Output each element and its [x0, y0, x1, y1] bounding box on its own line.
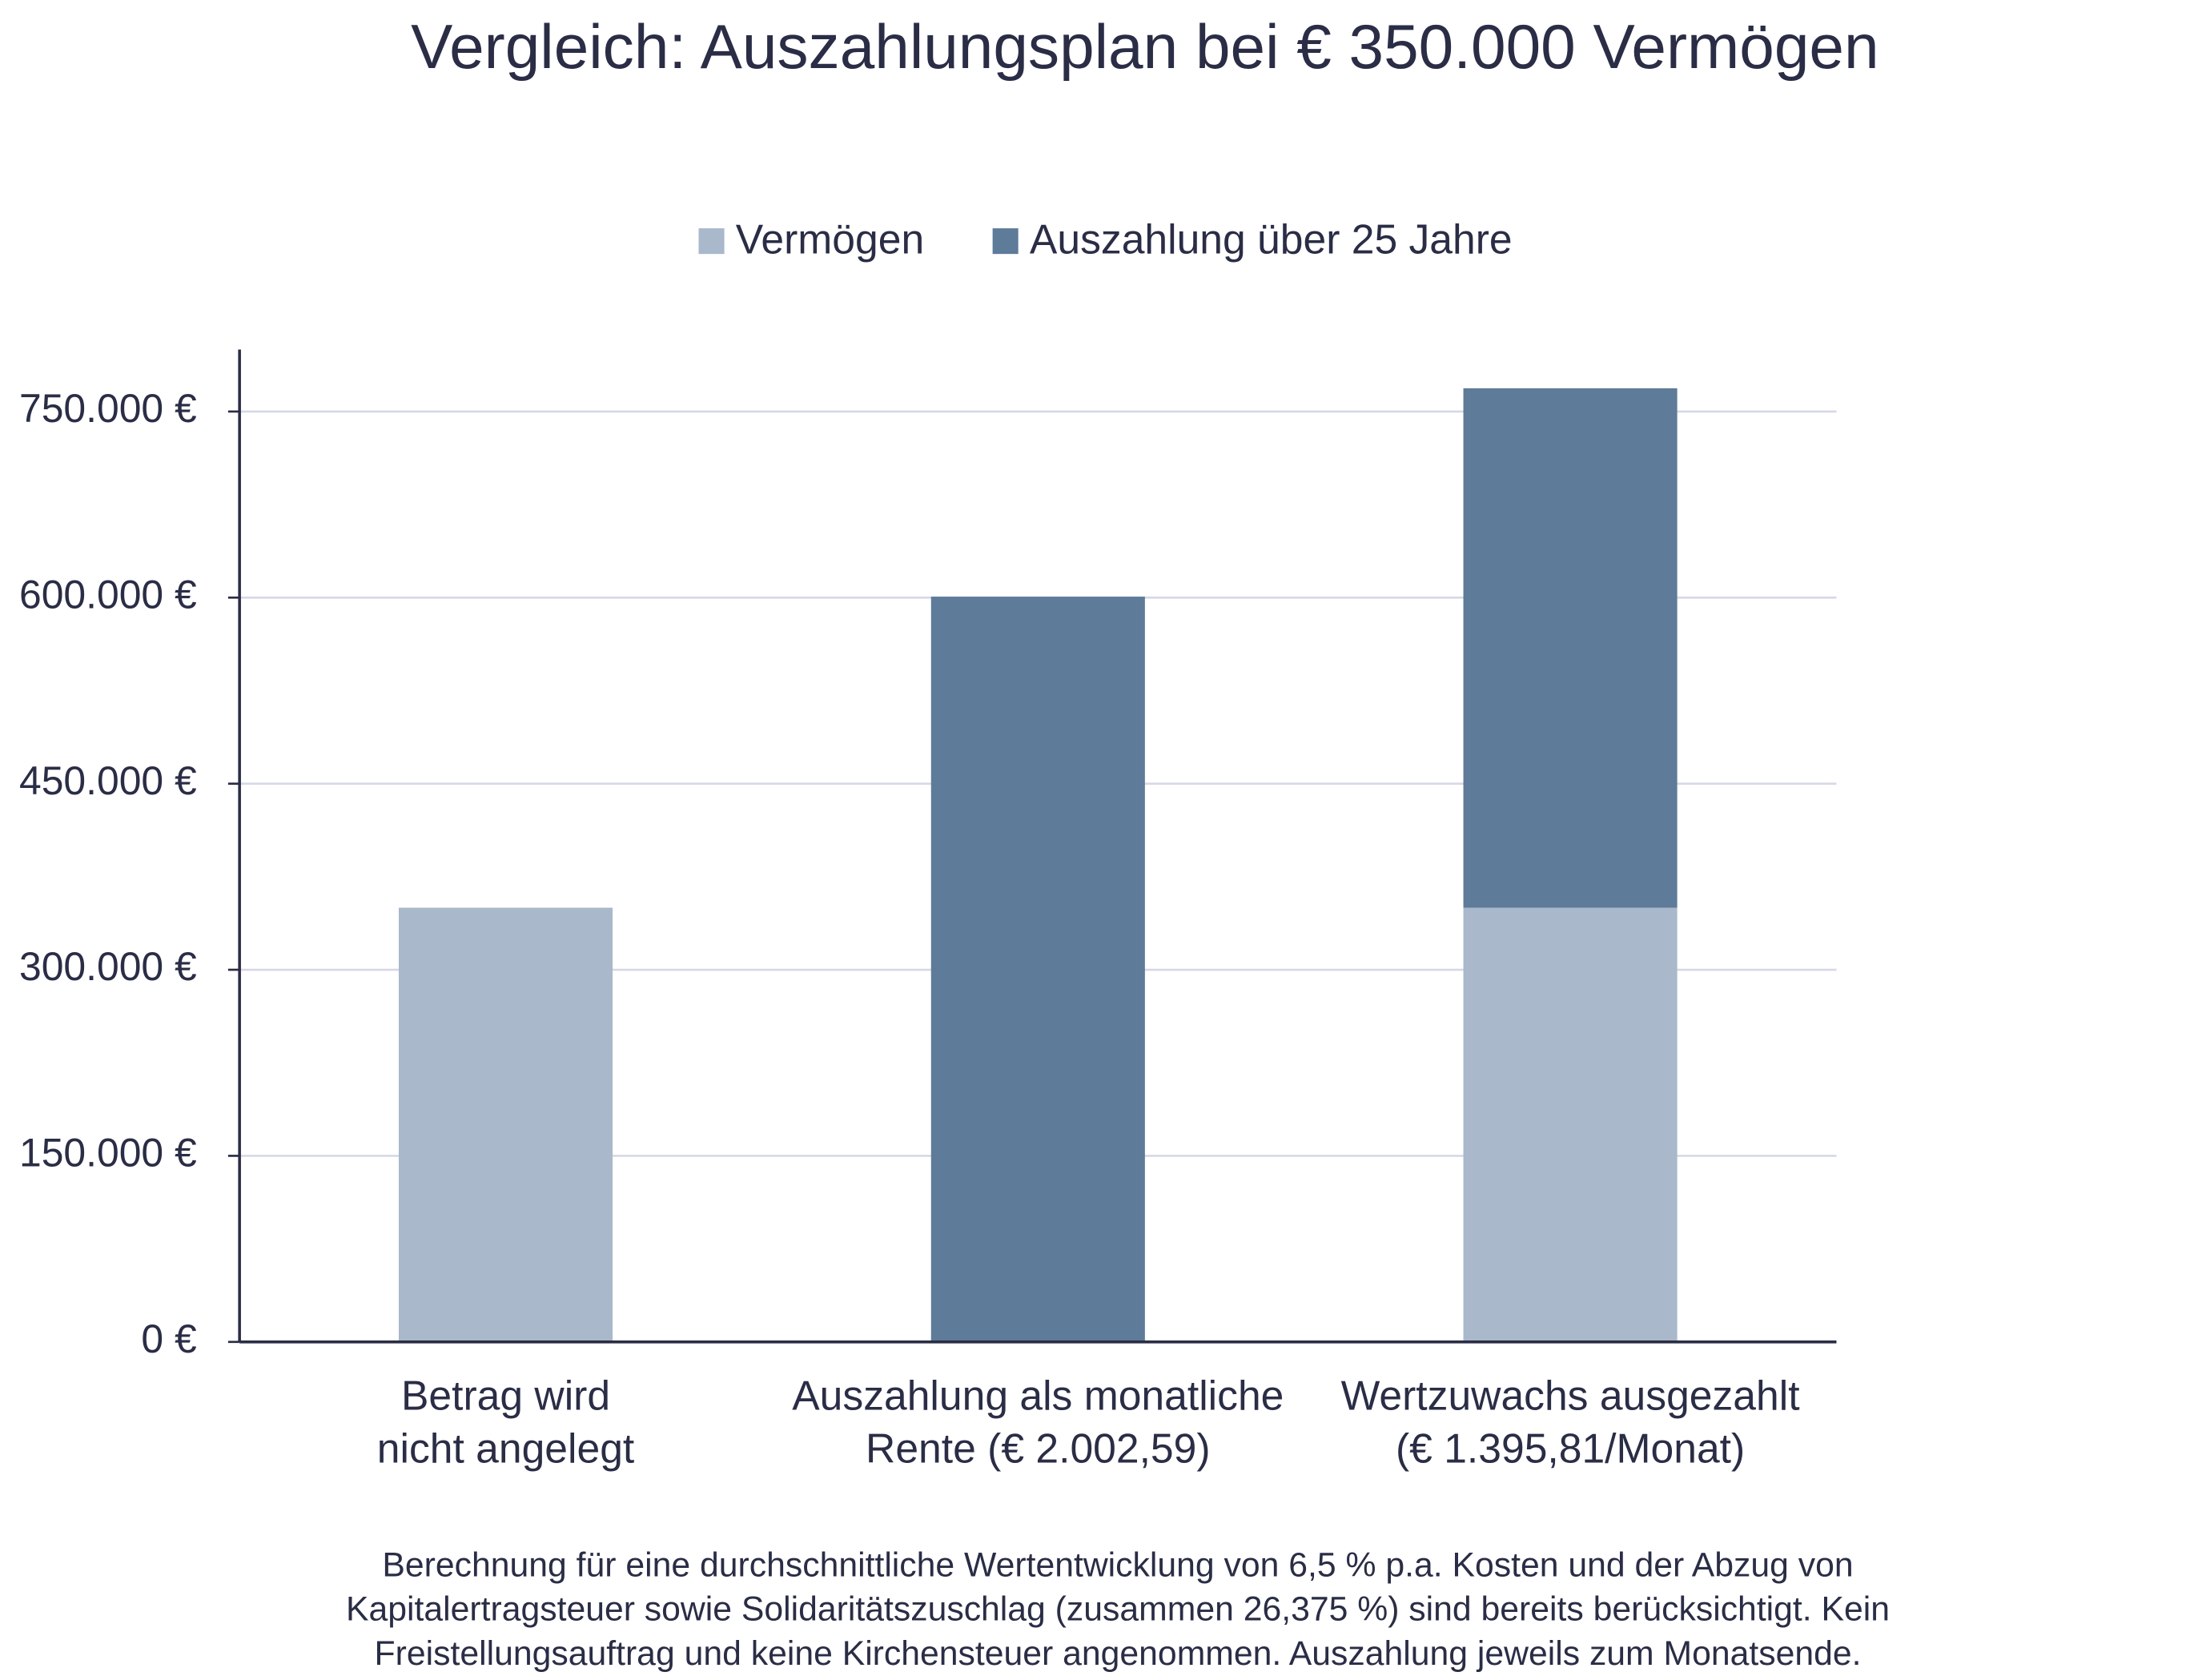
y-tick-label: 750.000 € [19, 386, 197, 431]
legend-swatch [992, 228, 1019, 255]
y-tick-label: 300.000 € [19, 944, 197, 989]
bar-segment [1463, 907, 1678, 1342]
y-tick-label: 450.000 € [19, 758, 197, 803]
legend-label: Auszahlung über 25 Jahre [1030, 216, 1513, 263]
x-tick-label: Auszahlung als monatliche [792, 1373, 1284, 1419]
footnote: Freistellungsauftrag und keine Kirchenst… [375, 1634, 1862, 1673]
x-tick-label: (€ 1.395,81/Monat) [1396, 1425, 1745, 1472]
legend-swatch [698, 228, 725, 255]
x-tick-label: Rente (€ 2.002,59) [866, 1425, 1211, 1472]
chart-title: Vergleich: Auszahlungsplan bei € 350.000… [411, 11, 1878, 82]
bar-segment [930, 597, 1145, 1342]
y-tick-label: 150.000 € [19, 1131, 197, 1176]
legend: Vermögen Auszahlung über 25 Jahre [698, 216, 1513, 263]
legend-label: Vermögen [736, 216, 924, 263]
y-tick-label: 0 € [141, 1316, 197, 1361]
bar-segment [398, 907, 613, 1342]
bar-segment [1463, 388, 1678, 908]
x-tick-label: Betrag wird [401, 1373, 610, 1419]
x-tick-label: nicht angelegt [377, 1425, 634, 1472]
footnote: Berechnung für eine durchschnittliche We… [382, 1545, 1853, 1584]
y-tick-label: 600.000 € [19, 572, 197, 617]
x-tick-label: Wertzuwachs ausgezahlt [1341, 1373, 1800, 1419]
footnote: Kapitalertragsteuer sowie Solidaritätszu… [346, 1590, 1890, 1629]
